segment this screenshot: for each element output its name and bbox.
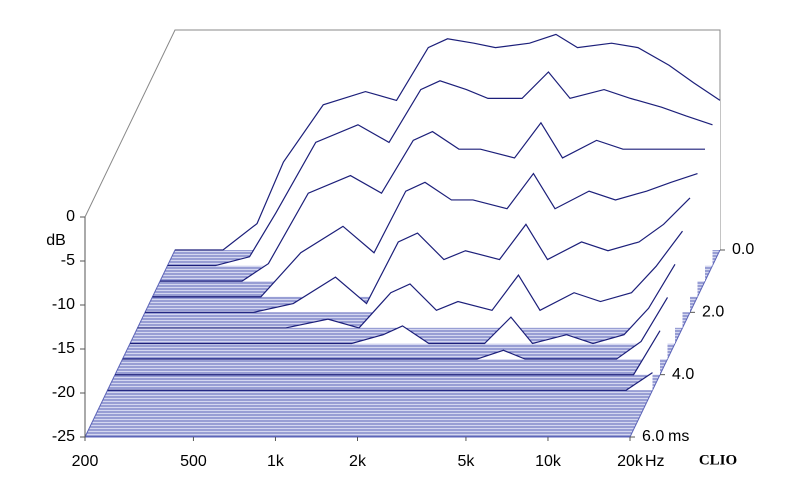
slice — [130, 263, 676, 345]
y-tick-label: -15 — [52, 340, 75, 357]
x-tick-label: 1k — [267, 453, 285, 470]
slice — [107, 372, 653, 391]
y-axis-label: dB — [46, 232, 66, 249]
slice-fill — [145, 197, 690, 313]
x-tick-label: 500 — [180, 453, 207, 470]
t-unit: ms — [668, 428, 689, 445]
y-tick-label: -25 — [52, 428, 75, 445]
slice — [145, 197, 691, 313]
slice — [152, 172, 698, 298]
slice — [122, 297, 669, 360]
x-tick-label: 20k — [617, 453, 644, 470]
t-tick-label: 6.0 — [642, 428, 664, 445]
slice — [115, 330, 661, 376]
slice — [167, 71, 713, 267]
t-tick-label: 4.0 — [672, 366, 694, 383]
brand: CLIO — [699, 452, 737, 468]
y-tick-label: 0 — [66, 208, 75, 225]
slice — [137, 230, 683, 329]
y-tick-label: -5 — [61, 252, 75, 269]
x-tick-label: 5k — [457, 453, 475, 470]
x-tick-label: 2k — [349, 453, 367, 470]
slice-fill — [137, 231, 683, 328]
x-unit: Hz — [645, 453, 665, 470]
t-tick-label: 2.0 — [702, 304, 724, 321]
y-tick-label: -10 — [52, 296, 75, 313]
slice-fill — [130, 264, 675, 344]
x-tick-label: 10k — [535, 453, 562, 470]
x-tick-label: 200 — [72, 453, 99, 470]
slice — [175, 33, 721, 251]
t-tick-label: 0.0 — [732, 241, 754, 258]
slice — [160, 121, 705, 282]
y-tick-label: -20 — [52, 384, 75, 401]
